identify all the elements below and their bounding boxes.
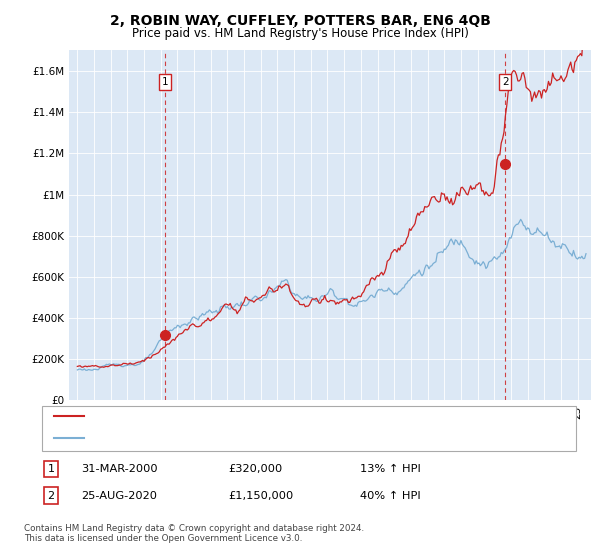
Text: Price paid vs. HM Land Registry's House Price Index (HPI): Price paid vs. HM Land Registry's House … (131, 27, 469, 40)
Text: 25-AUG-2020: 25-AUG-2020 (81, 491, 157, 501)
Text: £320,000: £320,000 (228, 464, 282, 474)
Text: 1: 1 (161, 77, 168, 87)
Text: HPI: Average price, detached house, Welwyn Hatfield: HPI: Average price, detached house, Welw… (90, 433, 381, 444)
Text: £1,150,000: £1,150,000 (228, 491, 293, 501)
Text: 1: 1 (47, 464, 55, 474)
Text: Contains HM Land Registry data © Crown copyright and database right 2024.
This d: Contains HM Land Registry data © Crown c… (24, 524, 364, 543)
Text: 2, ROBIN WAY, CUFFLEY, POTTERS BAR, EN6 4QB: 2, ROBIN WAY, CUFFLEY, POTTERS BAR, EN6 … (110, 14, 490, 28)
Text: 2: 2 (502, 77, 508, 87)
Text: 2: 2 (47, 491, 55, 501)
Text: 31-MAR-2000: 31-MAR-2000 (81, 464, 158, 474)
Text: 13% ↑ HPI: 13% ↑ HPI (360, 464, 421, 474)
Text: 40% ↑ HPI: 40% ↑ HPI (360, 491, 421, 501)
Text: 2, ROBIN WAY, CUFFLEY, POTTERS BAR, EN6 4QB (detached house): 2, ROBIN WAY, CUFFLEY, POTTERS BAR, EN6 … (90, 411, 458, 421)
